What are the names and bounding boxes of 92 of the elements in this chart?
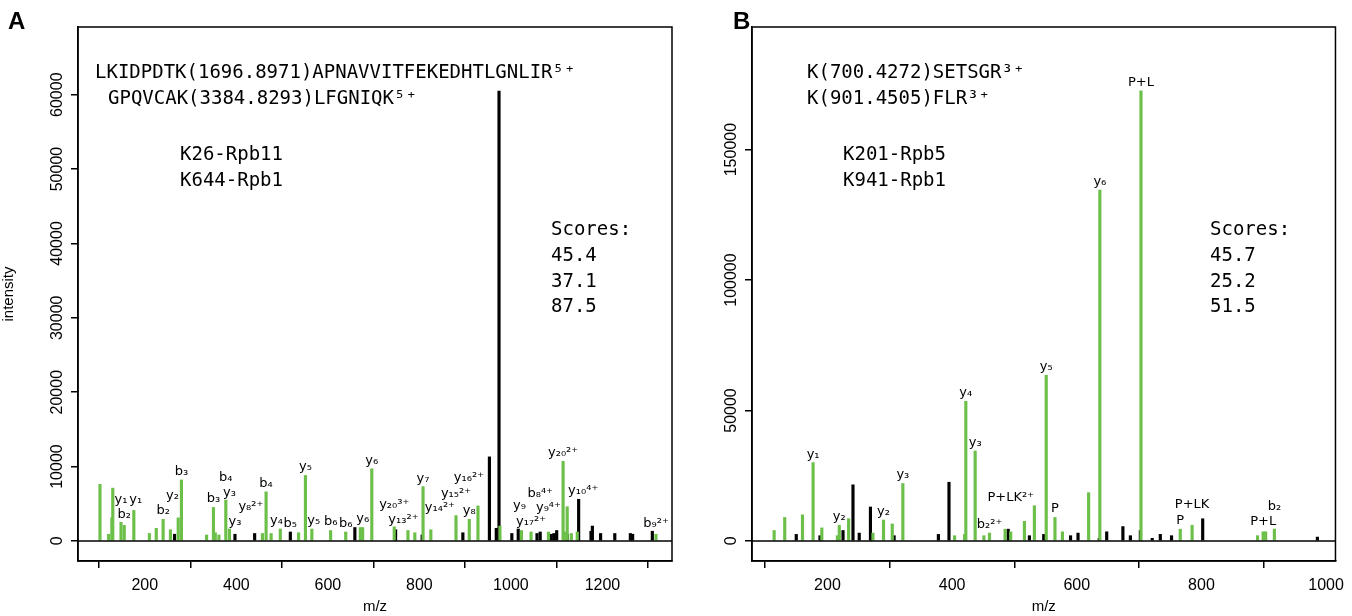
x-axis-title: m/z xyxy=(362,597,388,615)
data-label: b₂ xyxy=(117,506,131,522)
data-label: y₃ xyxy=(223,483,236,499)
data-label: b₂ xyxy=(156,502,170,518)
data-label: b₃ xyxy=(206,490,221,506)
x-tick-label: 600 xyxy=(314,576,342,594)
annotation: K941-Rpb1 xyxy=(843,168,946,190)
data-label: b₆ xyxy=(323,513,338,529)
y-tick-label: 100000 xyxy=(722,253,740,307)
x-axis-title: m/z xyxy=(1031,597,1056,615)
data-label: y₅ xyxy=(307,511,321,527)
data-label: y₁ xyxy=(114,491,128,507)
data-label: y₂₀²⁺ xyxy=(547,444,579,460)
data-label: y₂ xyxy=(832,508,846,524)
annotation: 87.5 xyxy=(551,294,597,316)
y-tick-label: 10000 xyxy=(48,444,66,489)
data-label: y₅ xyxy=(1039,358,1053,374)
data-label: b₈⁴⁺ xyxy=(527,484,553,500)
data-label: P+L xyxy=(1127,73,1155,89)
data-label: y₅ xyxy=(298,458,312,474)
y-tick-label: 0 xyxy=(48,536,66,546)
data-label: y₇ xyxy=(416,469,430,485)
x-tick-label: 800 xyxy=(406,576,433,594)
y-tick-label: 60000 xyxy=(48,72,66,117)
data-label: y₁ xyxy=(129,491,143,507)
annotation: 51.5 xyxy=(1210,294,1256,316)
annotation: GPQVCAK(3384.8293)LFGNIQK⁵⁺ xyxy=(108,86,417,108)
annotation: K26-Rpb11 xyxy=(180,142,283,164)
data-label: y₈ xyxy=(462,502,476,518)
text: B xyxy=(733,7,751,34)
y-tick-label: 20000 xyxy=(48,369,66,415)
data-label: y₁₄²⁺ xyxy=(424,498,455,514)
data-label: P+L xyxy=(1250,512,1277,528)
y-tick-label: 50000 xyxy=(48,146,66,192)
annotation: 45.4 xyxy=(551,243,597,265)
data-label: y₃ xyxy=(896,466,910,482)
data-label: y₆ xyxy=(1093,172,1107,188)
annotation: 37.1 xyxy=(551,269,597,291)
data-label: b₅ xyxy=(283,514,298,530)
data-label: P xyxy=(1176,512,1185,528)
data-label: y₃ xyxy=(968,433,982,449)
data-label: y₂₀³⁺ xyxy=(379,495,410,511)
data-label: b₄ xyxy=(259,474,273,490)
data-label: b₂²⁺ xyxy=(976,515,1003,531)
data-label: b₂ xyxy=(1267,498,1282,514)
data-label: y₆ xyxy=(356,510,370,526)
annotation: K644-Rpb1 xyxy=(180,168,283,190)
x-tick-label: 600 xyxy=(1063,576,1091,594)
data-label: y₄ xyxy=(269,511,283,527)
x-tick-label: 400 xyxy=(938,576,966,594)
text: A xyxy=(8,7,26,34)
data-label: b₉²⁺ xyxy=(643,515,669,531)
x-tick-label: 400 xyxy=(222,576,250,594)
annotation: LKIDPDTK(1696.8971)APNAVVITFEKEDHTLGNLIR⁵⁺ xyxy=(95,60,576,82)
data-label: b₃ xyxy=(174,462,189,478)
x-tick-label: 1000 xyxy=(1308,576,1345,594)
data-label: b₆ xyxy=(338,514,353,530)
data-label: b₄ xyxy=(219,468,233,484)
data-label: P xyxy=(1051,500,1060,516)
annotation: 25.2 xyxy=(1210,269,1256,291)
data-label: y₈²⁺ xyxy=(238,498,264,514)
data-label: y₉⁴⁺ xyxy=(535,498,561,514)
data-label: y₁₅²⁺ xyxy=(440,484,472,500)
x-tick-label: 200 xyxy=(131,576,159,594)
data-label: y₂ xyxy=(877,502,890,518)
x-tick-label: 1000 xyxy=(493,576,529,594)
annotation: K(700.4272)SETSGR³⁺ xyxy=(807,60,1025,82)
data-label: y₃ xyxy=(228,513,242,529)
annotation: 45.7 xyxy=(1210,243,1256,265)
y-tick-label: 150000 xyxy=(722,122,740,177)
y-tick-label: 50000 xyxy=(722,388,740,433)
x-tick-label: 1200 xyxy=(584,576,621,594)
data-label: y₁ xyxy=(806,445,820,461)
data-label: y₁₆²⁺ xyxy=(453,468,485,484)
data-label: y₁₃²⁺ xyxy=(388,511,419,527)
data-label: y₁₀⁴⁺ xyxy=(568,482,599,498)
data-label: P+LK²⁺ xyxy=(987,488,1034,504)
annotation: K(901.4505)FLR³⁺ xyxy=(807,86,991,108)
data-label: y₂ xyxy=(165,486,179,502)
annotation: Scores: xyxy=(1210,217,1291,239)
data-label: y₄ xyxy=(959,384,973,400)
data-label: P+LK xyxy=(1174,496,1210,512)
y-tick-label: 30000 xyxy=(48,295,66,341)
y-tick-label: 0 xyxy=(722,536,740,546)
annotation: K201-Rpb5 xyxy=(843,142,946,164)
y-tick-label: 40000 xyxy=(48,221,66,266)
x-tick-label: 200 xyxy=(814,576,841,594)
y-axis-title: intensity xyxy=(0,265,17,322)
x-tick-label: 800 xyxy=(1188,576,1215,594)
annotation: Scores: xyxy=(551,217,632,239)
data-label: y₉ xyxy=(513,497,526,513)
data-label: y₆ xyxy=(365,451,379,467)
